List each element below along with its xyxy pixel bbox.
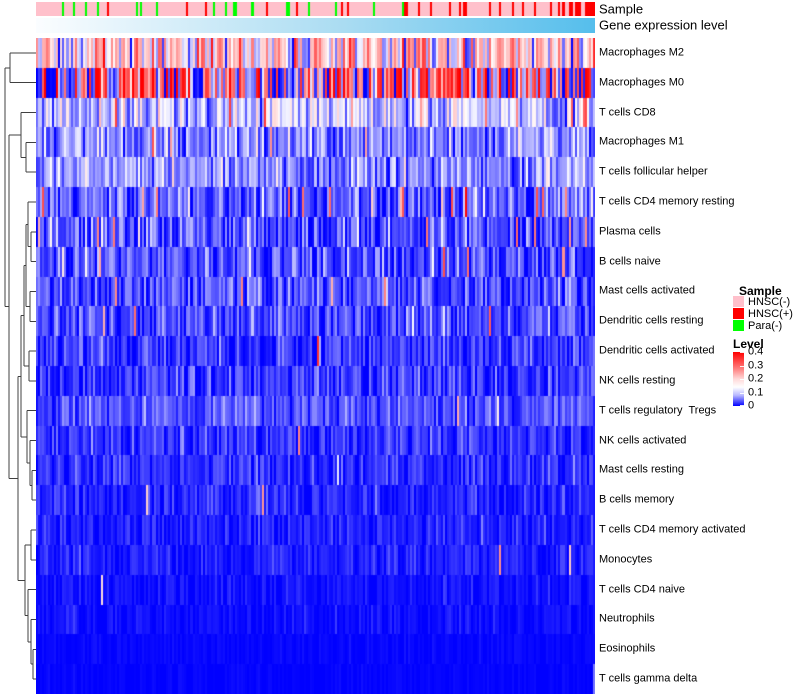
level-tick-label: 0.1 [748, 386, 764, 398]
row-label: T cells CD4 memory resting [599, 195, 735, 208]
gene-expression-annotation-bar [36, 18, 595, 33]
row-dendrogram [4, 52, 36, 680]
row-label: T cells gamma delta [599, 672, 698, 685]
legend-color-swatch [733, 308, 744, 319]
level-tick-label: 0.2 [748, 372, 764, 385]
row-label: Neutrophils [599, 612, 655, 625]
legend-color-swatch [733, 320, 744, 331]
row-label: T cells regulatory Tregs [599, 404, 717, 417]
level-colorbar [733, 352, 744, 406]
sample-annotation-label: Sample [599, 1, 644, 17]
row-label: T cells CD4 naive [599, 583, 685, 596]
row-label: Dendritic cells activated [599, 344, 715, 357]
row-label: NK cells resting [599, 374, 676, 387]
heatmap [36, 38, 595, 694]
row-label: Macrophages M1 [599, 135, 684, 148]
legend-item-label: HNSC(+) [748, 308, 793, 320]
row-label: T cells CD8 [599, 106, 656, 119]
level-tick-mark [740, 365, 744, 367]
row-label: B cells memory [599, 493, 675, 506]
row-label: Mast cells activated [599, 284, 695, 297]
level-tick-mark [740, 392, 744, 394]
row-label: Monocytes [599, 553, 653, 566]
row-label: Plasma cells [599, 225, 661, 238]
row-label: T cells CD4 memory activated [599, 523, 746, 536]
gene-annotation-label: Gene expression level [599, 17, 728, 33]
legend-color-swatch [733, 296, 744, 307]
row-label: Macrophages M2 [599, 46, 684, 59]
legend-level-title: Level [733, 337, 764, 351]
row-label: Eosinophils [599, 642, 656, 655]
level-tick-mark [740, 405, 744, 406]
legend-sample-title: Sample [739, 284, 782, 298]
row-label: T cells follicular helper [599, 165, 708, 178]
row-label: NK cells activated [599, 434, 687, 447]
row-label: Dendritic cells resting [599, 314, 704, 327]
level-tick-label: 0.4 [748, 345, 764, 358]
row-label: B cells naive [599, 255, 661, 268]
sample-annotation-bar [36, 2, 595, 16]
legend-item-label: HNSC(-) [748, 296, 791, 308]
legend-item-label: Para(-) [748, 320, 783, 332]
level-tick-label: 0.3 [748, 359, 764, 371]
level-tick-mark [740, 352, 744, 353]
row-label: Macrophages M0 [599, 76, 684, 89]
level-tick-mark [740, 379, 744, 380]
level-tick-label: 0 [748, 399, 755, 412]
row-label: Mast cells resting [599, 463, 684, 476]
